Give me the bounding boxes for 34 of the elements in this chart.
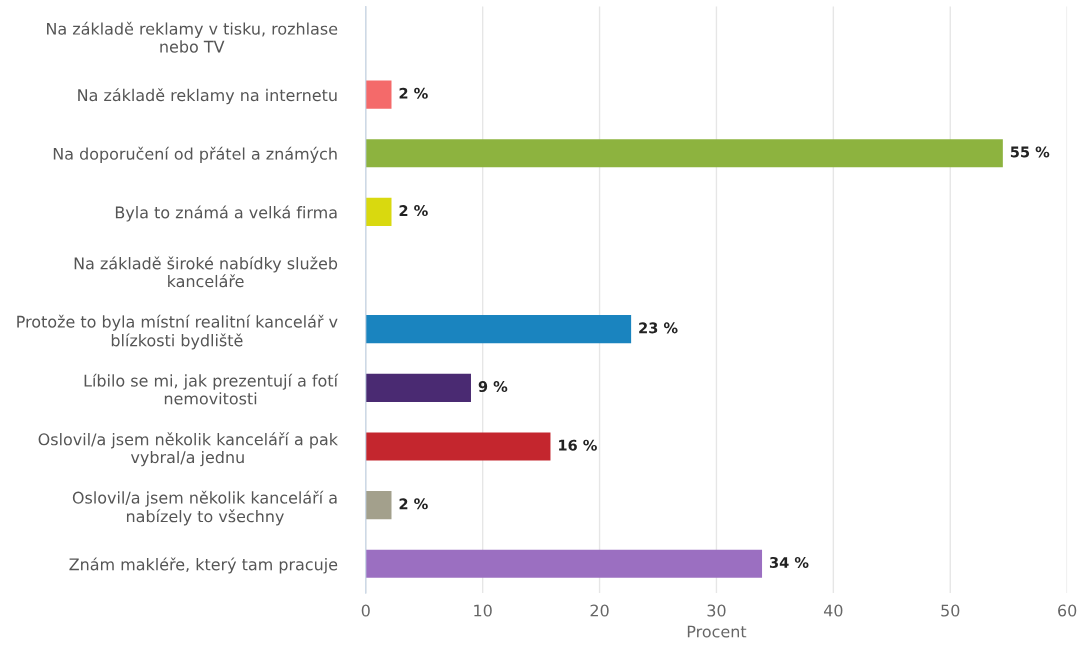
y-tick-label: Na základě široké nabídky služeb kanceláře [74, 256, 338, 288]
x-tick-label: 50 [941, 604, 960, 617]
data-label: 2 % [399, 87, 428, 99]
bar [365, 373, 471, 402]
bar [365, 139, 1003, 168]
bar [365, 549, 763, 578]
data-label: 16 % [559, 439, 597, 451]
x-tick-label: 40 [823, 604, 843, 617]
bar [365, 80, 392, 109]
bar [365, 491, 392, 520]
data-label: 2 % [399, 205, 428, 217]
x-tick-label: 0 [361, 604, 370, 617]
y-tick-label: Znám makléře, který tam pracuje [69, 557, 338, 574]
x-tick-label: 60 [1058, 604, 1077, 617]
y-tick-label: Oslovil/a jsem několik kanceláří a nabízely to všechny [72, 490, 337, 526]
x-tick-label: 30 [707, 604, 726, 617]
bar [365, 432, 551, 461]
bar [365, 315, 632, 344]
bar [365, 197, 392, 226]
y-tick-label: Na základě reklamy na internetu [78, 88, 337, 105]
y-tick-label: Byla to známá a velká firma [115, 205, 337, 222]
x-tick-label: 20 [590, 604, 609, 617]
y-tick-label: Líbilo se mi, jak prezentují a fotí nemovitosti [84, 373, 339, 405]
data-label: 9 % [478, 381, 508, 393]
y-tick-label: Oslovil/a jsem několik kanceláří a pak vybral/a jednu [38, 432, 338, 467]
data-label: 2 % [399, 498, 428, 510]
data-label: 23 % [639, 322, 678, 334]
y-tick-label: Na doporučení od přátel a známých [53, 146, 337, 163]
x-axis-title: Procent [687, 625, 747, 638]
data-label: 34 % [769, 556, 809, 569]
y-tick-label: Protože to byla místní realitní kancelář v blízkosti bydliště [17, 314, 338, 350]
data-label: 55 % [1010, 146, 1050, 158]
x-tick-label: 10 [474, 604, 492, 617]
y-tick-label: Na základě reklamy v tisku, rozhlase nebo TV [47, 21, 338, 53]
